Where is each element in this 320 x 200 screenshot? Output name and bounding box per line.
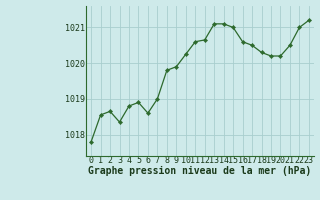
X-axis label: Graphe pression niveau de la mer (hPa): Graphe pression niveau de la mer (hPa) xyxy=(88,166,312,176)
